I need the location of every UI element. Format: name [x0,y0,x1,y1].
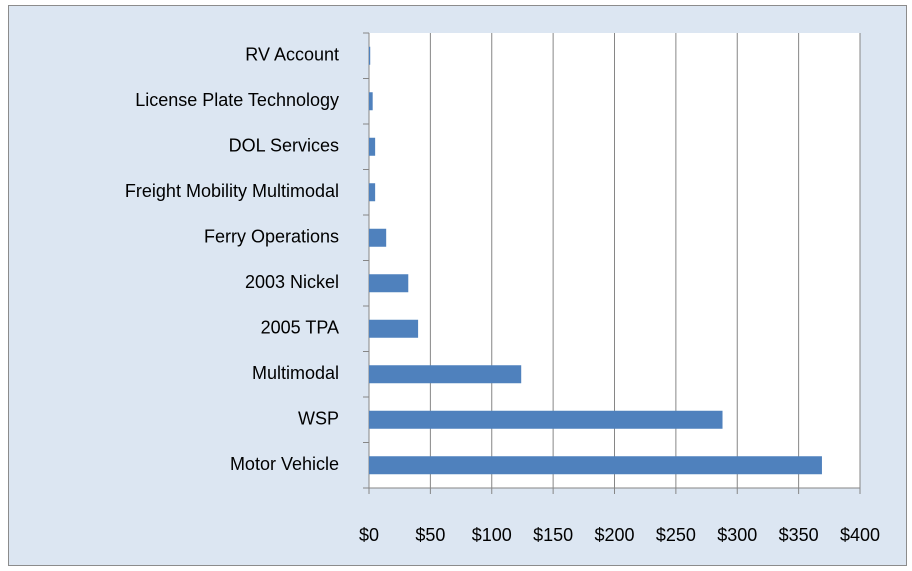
bar [369,46,371,65]
y-tick-label: 2005 TPA [261,318,339,338]
bar [369,183,376,202]
bar [369,92,373,111]
y-tick-label: Freight Mobility Multimodal [125,181,339,201]
y-tick-label: WSP [298,409,339,429]
bar [369,137,376,156]
bar [369,365,522,384]
y-tick-label: Motor Vehicle [230,454,339,474]
x-tick-label: $150 [533,525,573,545]
bar [369,410,723,429]
y-tick-label: License Plate Technology [135,90,339,110]
x-tick-label: $350 [779,525,819,545]
x-tick-label: $400 [840,525,880,545]
x-tick-label: $50 [415,525,445,545]
x-tick-label: $200 [594,525,634,545]
bar [369,228,387,247]
x-tick-label: $250 [656,525,696,545]
bar [369,456,822,475]
y-tick-label: DOL Services [229,136,339,156]
y-tick-label: RV Account [245,45,339,65]
x-tick-label: $100 [472,525,512,545]
bar [369,274,409,293]
y-tick-label: Ferry Operations [204,227,339,247]
x-tick-label: $300 [717,525,757,545]
y-tick-label: Multimodal [252,363,339,383]
x-tick-label: $0 [359,525,379,545]
y-tick-label: 2003 Nickel [245,272,339,292]
bar [369,319,419,338]
